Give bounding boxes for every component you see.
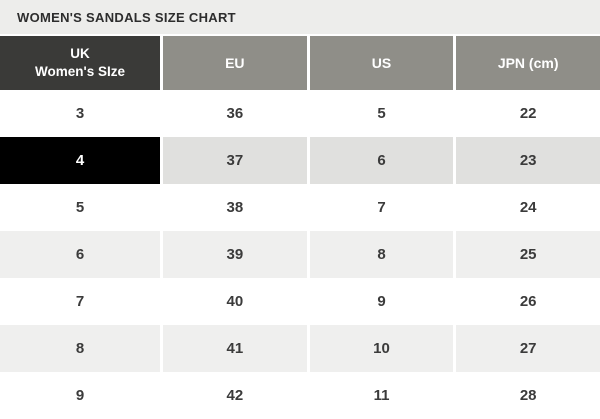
cell-us-size: 11: [309, 372, 454, 419]
cell-us-size: 5: [309, 90, 454, 137]
cell-us-size: 8: [309, 231, 454, 278]
cell-uk-size[interactable]: 5: [0, 184, 160, 231]
column-header-uk-womens-size: UK Women's SIze: [0, 36, 160, 90]
column-header-us: US: [309, 36, 454, 90]
divider: [0, 34, 600, 36]
column-header-jpn-cm: JPN (cm): [456, 36, 600, 90]
cell-us-size: 9: [309, 278, 454, 325]
cell-uk-size[interactable]: 3: [0, 90, 160, 137]
cell-uk-size-selected[interactable]: 4: [0, 137, 160, 184]
cell-uk-size[interactable]: 8: [0, 325, 160, 372]
column-header-eu: EU: [163, 36, 307, 90]
cell-uk-size[interactable]: 6: [0, 231, 160, 278]
cell-eu-size: 40: [163, 278, 307, 325]
cell-jpn-size: 28: [456, 372, 600, 419]
cell-jpn-size: 24: [456, 184, 600, 231]
cell-eu-size: 42: [163, 372, 307, 419]
cell-uk-size[interactable]: 9: [0, 372, 160, 419]
cell-jpn-size: 26: [456, 278, 600, 325]
cell-uk-size[interactable]: 7: [0, 278, 160, 325]
cell-eu-size: 36: [163, 90, 307, 137]
size-chart-table: UK Women's SIze EU US JPN (cm) 3 36 5 22…: [0, 36, 600, 419]
page-title: WOMEN'S SANDALS SIZE CHART: [17, 9, 236, 25]
cell-eu-size: 37: [163, 137, 307, 184]
cell-eu-size: 41: [163, 325, 307, 372]
cell-us-size: 7: [309, 184, 454, 231]
cell-jpn-size: 22: [456, 90, 600, 137]
cell-jpn-size: 23: [456, 137, 600, 184]
title-bar: WOMEN'S SANDALS SIZE CHART: [0, 0, 600, 34]
cell-us-size: 6: [309, 137, 454, 184]
cell-jpn-size: 25: [456, 231, 600, 278]
cell-eu-size: 39: [163, 231, 307, 278]
cell-jpn-size: 27: [456, 325, 600, 372]
cell-us-size: 10: [309, 325, 454, 372]
cell-eu-size: 38: [163, 184, 307, 231]
